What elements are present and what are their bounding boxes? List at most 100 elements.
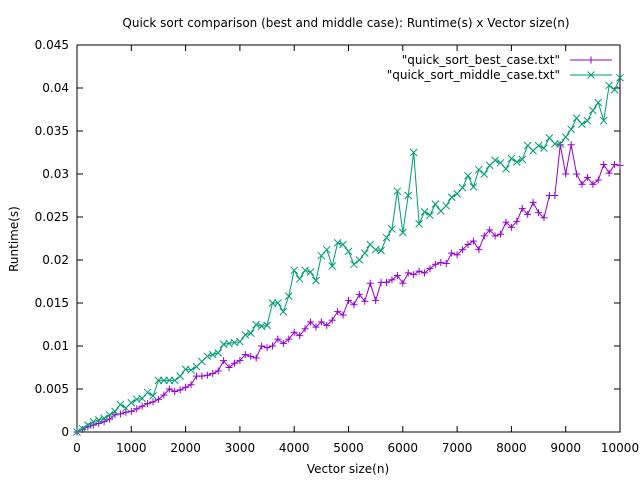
- y-tick-label: 0.035: [35, 124, 69, 138]
- data-point: [143, 388, 152, 397]
- x-tick-label: 0: [73, 441, 81, 455]
- y-tick-label: 0: [61, 425, 69, 439]
- x-tick-label: 8000: [496, 441, 527, 455]
- chart-title: Quick sort comparison (best and middle c…: [122, 16, 569, 30]
- data-point: [312, 276, 320, 285]
- data-point: [415, 267, 423, 275]
- data-point: [252, 320, 261, 329]
- data-point: [284, 292, 293, 300]
- data-point: [127, 398, 136, 407]
- data-point: [459, 246, 467, 254]
- y-tick-label: 0.04: [42, 81, 69, 95]
- data-point: [100, 414, 109, 423]
- data-point: [247, 352, 255, 360]
- data-point: [409, 148, 418, 157]
- data-point: [344, 247, 353, 256]
- data-point: [464, 241, 472, 249]
- data-point: [383, 278, 391, 286]
- x-tick-label: 9000: [550, 441, 581, 455]
- data-point: [339, 311, 347, 319]
- data-point: [230, 359, 238, 367]
- data-point: [154, 376, 163, 385]
- data-point: [583, 173, 591, 181]
- data-point: [431, 200, 440, 208]
- data-point: [567, 125, 575, 134]
- data-point: [171, 388, 179, 396]
- data-point: [589, 180, 597, 188]
- x-tick-label: 7000: [442, 441, 473, 455]
- data-point: [111, 411, 119, 419]
- data-point: [334, 308, 342, 316]
- data-point: [578, 180, 586, 188]
- data-point: [588, 106, 597, 115]
- data-point: [426, 211, 434, 220]
- data-point: [285, 335, 293, 343]
- data-point: [398, 228, 407, 237]
- data-point: [594, 176, 602, 184]
- data-point: [535, 209, 543, 217]
- data-point: [350, 260, 358, 269]
- x-tick-label: 5000: [333, 441, 364, 455]
- data-point: [366, 279, 374, 287]
- data-point: [301, 266, 309, 275]
- data-point: [165, 385, 173, 393]
- data-point: [306, 318, 314, 326]
- data-point: [208, 350, 217, 359]
- data-point: [388, 276, 396, 284]
- data-point: [295, 275, 304, 283]
- data-point: [214, 367, 222, 375]
- data-point: [236, 357, 244, 365]
- data-point: [513, 217, 521, 225]
- y-tick-label: 0.005: [35, 382, 69, 396]
- y-tick-label: 0.01: [42, 339, 69, 353]
- data-point: [502, 218, 510, 226]
- data-point: [301, 325, 309, 333]
- data-point: [252, 354, 260, 362]
- legend-marker: [587, 71, 595, 79]
- x-tick-label: 2000: [170, 441, 201, 455]
- data-point: [447, 193, 456, 202]
- data-point: [551, 192, 559, 199]
- data-point: [187, 381, 195, 389]
- x-tick-label: 4000: [279, 441, 310, 455]
- data-point: [480, 232, 488, 240]
- data-point: [502, 164, 510, 173]
- y-tick-label: 0.025: [35, 210, 69, 224]
- series-line-2: [76, 77, 621, 433]
- data-point: [448, 249, 456, 257]
- data-point: [138, 402, 146, 410]
- data-point: [610, 85, 619, 94]
- data-point: [540, 144, 548, 153]
- data-point: [486, 226, 494, 234]
- y-tick-label: 0.015: [35, 296, 69, 310]
- data-point: [209, 370, 217, 378]
- data-point: [182, 383, 190, 391]
- data-point: [561, 133, 570, 141]
- data-point: [556, 141, 564, 149]
- data-point: [393, 271, 401, 279]
- data-point: [550, 140, 559, 148]
- data-point: [404, 191, 413, 200]
- data-point: [599, 116, 608, 125]
- y-tick-label: 0.02: [42, 253, 69, 267]
- legend-label: "quick_sort_middle_case.txt": [387, 68, 560, 82]
- data-point: [106, 415, 114, 423]
- data-point: [469, 183, 478, 191]
- data-point: [442, 259, 450, 267]
- legend: "quick_sort_best_case.txt""quick_sort_mi…: [387, 53, 612, 82]
- data-point: [84, 421, 92, 429]
- data-point: [426, 265, 434, 273]
- x-axis: 0 1000 2000 3000 4000 5000 6000 7000 8000 9000 100…: [73, 45, 639, 455]
- data-point: [421, 269, 429, 277]
- data-point: [225, 364, 233, 371]
- data-point: [415, 220, 423, 228]
- data-point: [355, 290, 363, 298]
- data-point: [122, 408, 130, 416]
- data-point: [578, 120, 586, 128]
- series-layer: [73, 73, 624, 436]
- plot-frame: [76, 44, 621, 433]
- data-point: [328, 316, 336, 324]
- data-point: [540, 214, 548, 222]
- data-point: [361, 297, 369, 305]
